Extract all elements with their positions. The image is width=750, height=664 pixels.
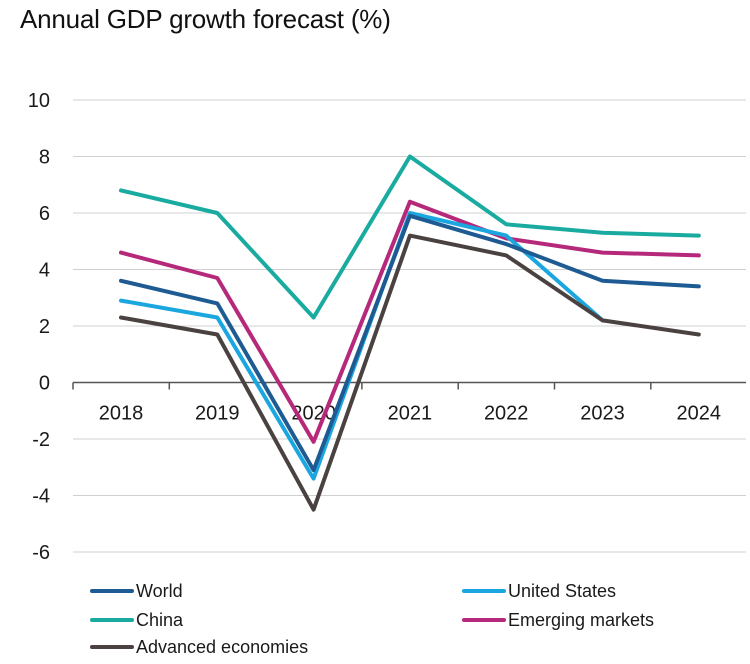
series-line-advanced-economies — [119, 233, 701, 512]
y-tick-label: 4 — [39, 260, 50, 282]
legend-label: United States — [508, 581, 616, 601]
series-line-world — [119, 213, 701, 473]
series-line-emerging-markets — [119, 199, 701, 444]
y-tick-label: -2 — [32, 429, 50, 451]
legend-label: Advanced economies — [136, 637, 308, 657]
legend-label: Emerging markets — [508, 610, 654, 630]
x-tick-label: 2019 — [195, 403, 240, 425]
series-line-china — [119, 154, 701, 320]
legend-label: World — [136, 581, 183, 601]
y-tick-label: 0 — [39, 373, 50, 395]
y-tick-label: 2 — [39, 316, 50, 338]
x-tick-label: 2023 — [580, 403, 625, 425]
legend-label: China — [136, 610, 184, 630]
x-tick-label: 2024 — [677, 403, 722, 425]
y-tick-label: -4 — [32, 486, 50, 508]
y-tick-label: 8 — [39, 147, 50, 169]
x-tick-label: 2022 — [484, 403, 529, 425]
y-tick-label: 6 — [39, 203, 50, 225]
x-tick-label: 2021 — [388, 403, 433, 425]
y-tick-label: 10 — [28, 90, 50, 112]
chart-title: Annual GDP growth forecast (%) — [20, 4, 391, 34]
y-tick-label: -6 — [32, 542, 50, 564]
x-tick-label: 2018 — [99, 403, 144, 425]
